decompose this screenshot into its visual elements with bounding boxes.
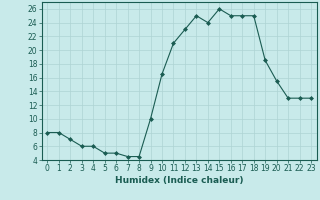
X-axis label: Humidex (Indice chaleur): Humidex (Indice chaleur) (115, 176, 244, 185)
